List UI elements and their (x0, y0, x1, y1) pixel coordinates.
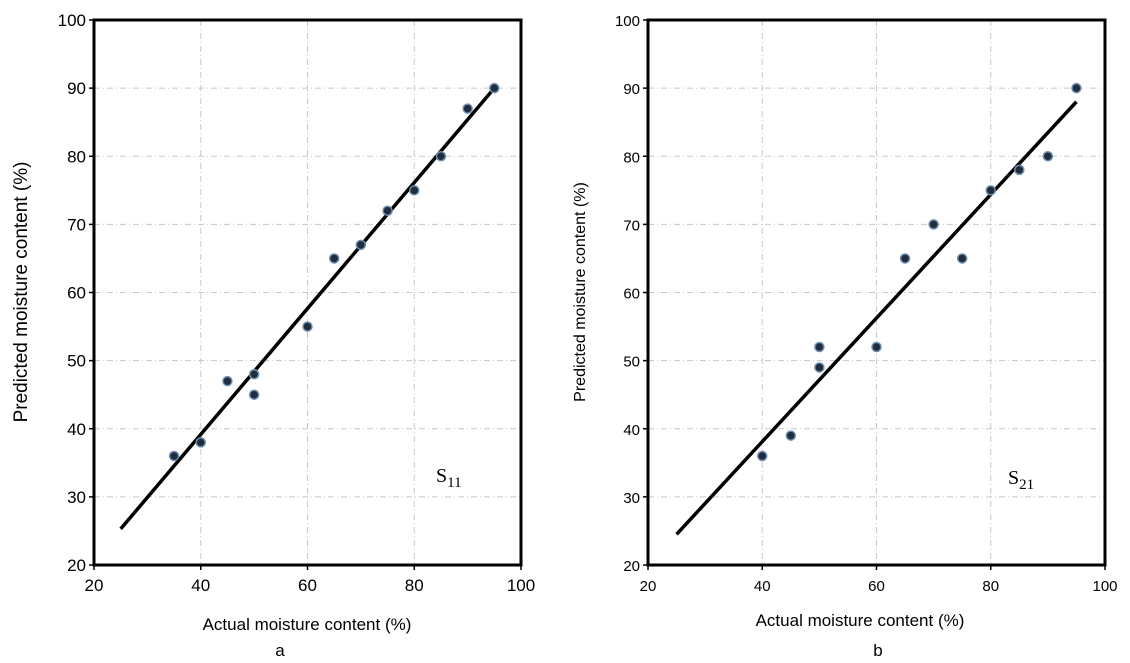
y-tick-label-b: 100 (615, 13, 640, 30)
x-tick-label-b: 100 (1092, 578, 1117, 595)
regression-line-b (675, 100, 1078, 536)
x-tick-label-b: 80 (982, 578, 999, 595)
data-point-b (871, 341, 882, 353)
x-axis-title-a: Actual moisture content (%) (203, 615, 412, 634)
y-tick-label-a: 70 (67, 215, 86, 234)
y-tick-label-b: 90 (623, 81, 640, 98)
data-point-a (195, 437, 206, 448)
data-point-a (248, 389, 260, 400)
data-point-a (328, 253, 340, 264)
data-point-b (1014, 164, 1025, 176)
data-point-b (814, 341, 825, 353)
data-point-b (785, 430, 797, 441)
panel-label-b: b (873, 641, 882, 660)
data-point-b (814, 362, 825, 373)
y-tick-label-a: 30 (67, 488, 86, 507)
y-tick-label-a: 20 (67, 556, 86, 575)
data-point-a (355, 239, 367, 251)
data-point-b (757, 450, 768, 462)
x-tick-label-b: 60 (868, 578, 885, 595)
data-point-a (302, 321, 313, 332)
data-point-b (899, 253, 911, 264)
y-tick-label-b: 80 (623, 149, 640, 166)
data-point-a (409, 185, 420, 196)
chart-panel-a: 20 40 60 80 100 20 30 40 50 60 70 80 90 100 S11 Actua… (11, 11, 535, 660)
y-tick-label-a: 50 (67, 352, 86, 371)
y-tick-label-a: 90 (67, 79, 86, 98)
chart-panel-b: 20 40 60 80 100 20 30 40 50 60 70 80 90 100 S21 Actua… (572, 13, 1118, 660)
regression-line-a (119, 86, 496, 531)
y-tick-label-b: 20 (623, 558, 640, 575)
panel-label-a: a (275, 641, 285, 660)
data-point-b (956, 253, 968, 264)
data-point-b (1042, 151, 1054, 162)
x-tick-label-a: 100 (507, 576, 535, 595)
data-point-a (489, 82, 500, 94)
y-tick-label-b: 60 (623, 286, 640, 303)
y-tick-label-b: 30 (623, 490, 640, 507)
x-tick-label-a: 80 (405, 576, 424, 595)
data-point-b (985, 185, 996, 196)
data-point-a (382, 205, 393, 216)
x-axis-title-b: Actual moisture content (%) (756, 611, 965, 630)
y-tick-label-a: 80 (67, 147, 86, 166)
x-tick-label-b: 20 (640, 578, 657, 595)
x-tick-label-b: 40 (754, 578, 771, 595)
data-point-a (222, 375, 233, 387)
y-axis-title-b: Predicted moisture content (%) (572, 182, 589, 402)
y-tick-label-a: 60 (67, 284, 86, 303)
data-point-a (168, 450, 180, 462)
data-point-a (248, 369, 260, 380)
y-tick-label-b: 70 (623, 217, 640, 234)
annotation-b: S21 (1008, 467, 1034, 493)
y-tick-label-a: 100 (58, 11, 86, 30)
x-tick-label-a: 20 (85, 576, 104, 595)
x-tick-label-a: 60 (298, 576, 317, 595)
data-point-b (928, 219, 939, 230)
x-tick-label-a: 40 (191, 576, 210, 595)
y-tick-label-b: 50 (623, 354, 640, 371)
data-point-a (462, 103, 473, 114)
annotation-a: S11 (436, 465, 462, 491)
y-tick-label-a: 40 (67, 420, 86, 439)
data-point-b (1071, 82, 1082, 94)
y-tick-label-b: 40 (623, 422, 640, 439)
y-axis-title-a: Predicted moisture content (%) (11, 162, 32, 423)
data-point-a (435, 151, 447, 162)
